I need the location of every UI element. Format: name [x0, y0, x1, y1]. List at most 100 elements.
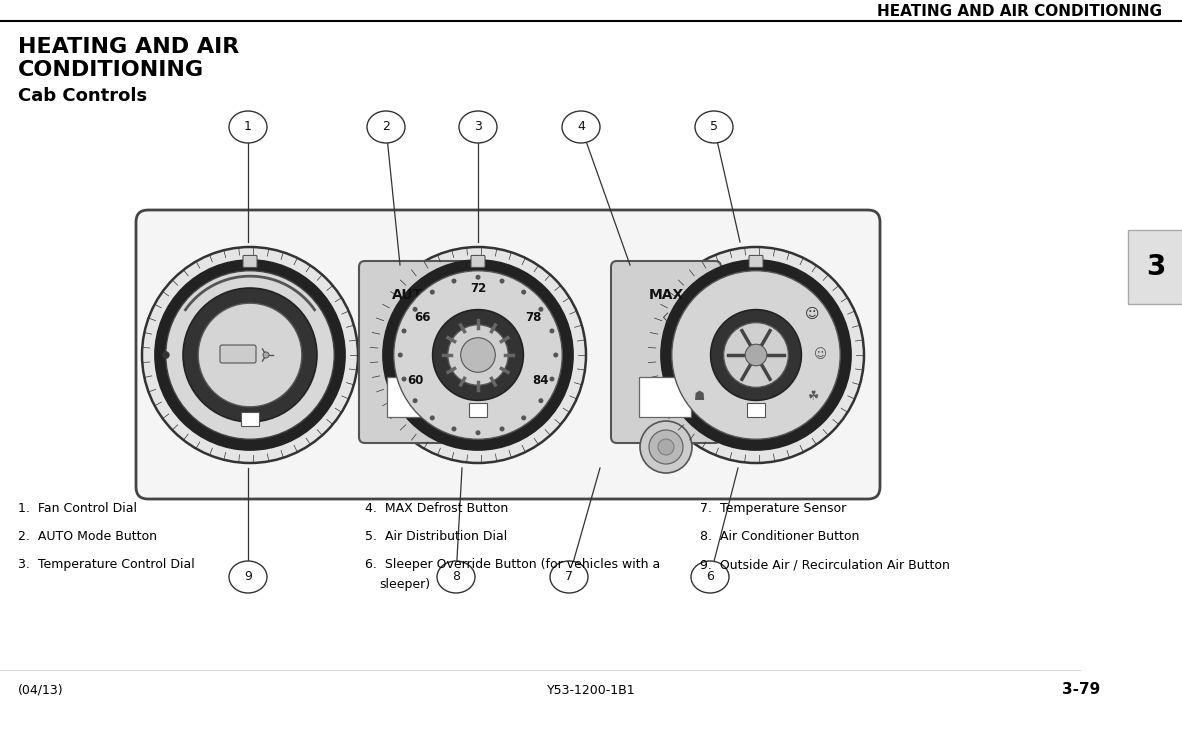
Circle shape: [397, 353, 403, 357]
Ellipse shape: [229, 561, 267, 593]
Ellipse shape: [459, 111, 496, 143]
Text: 3-79: 3-79: [1061, 682, 1100, 698]
Text: 8.  Air Conditioner Button: 8. Air Conditioner Button: [700, 530, 859, 543]
Text: HEATING AND AIR: HEATING AND AIR: [18, 37, 239, 57]
Text: 6: 6: [706, 570, 714, 583]
Text: 2: 2: [382, 121, 390, 133]
FancyBboxPatch shape: [469, 403, 487, 417]
Circle shape: [264, 352, 269, 358]
Text: 8: 8: [452, 570, 460, 583]
Circle shape: [413, 398, 417, 403]
Text: ☺: ☺: [814, 348, 827, 362]
Ellipse shape: [366, 111, 405, 143]
Circle shape: [521, 415, 526, 420]
Text: 3: 3: [474, 121, 482, 133]
Text: 3: 3: [1147, 253, 1165, 281]
Circle shape: [521, 290, 526, 294]
Text: 84: 84: [532, 373, 548, 386]
Circle shape: [500, 427, 505, 431]
Ellipse shape: [561, 111, 600, 143]
Text: ☇: ☇: [662, 313, 669, 326]
Circle shape: [710, 310, 801, 400]
Ellipse shape: [229, 111, 267, 143]
Circle shape: [430, 415, 435, 420]
Ellipse shape: [437, 561, 475, 593]
Ellipse shape: [695, 111, 733, 143]
Circle shape: [550, 329, 554, 334]
Circle shape: [550, 376, 554, 381]
Circle shape: [452, 427, 456, 431]
Text: 72: 72: [470, 282, 486, 294]
Ellipse shape: [550, 561, 587, 593]
Circle shape: [475, 430, 481, 436]
FancyBboxPatch shape: [470, 255, 485, 267]
Circle shape: [383, 260, 573, 450]
FancyBboxPatch shape: [749, 255, 764, 267]
Circle shape: [649, 430, 683, 464]
Circle shape: [155, 260, 345, 450]
Circle shape: [639, 421, 691, 473]
Text: 9.  Outside Air / Recirculation Air Button: 9. Outside Air / Recirculation Air Butto…: [700, 558, 950, 571]
Circle shape: [461, 337, 495, 373]
FancyBboxPatch shape: [359, 261, 469, 443]
Circle shape: [671, 271, 840, 439]
Text: 7.  Temperature Sensor: 7. Temperature Sensor: [700, 502, 846, 515]
Text: 6.  Sleeper Override Button (for vehicles with a: 6. Sleeper Override Button (for vehicles…: [365, 558, 661, 571]
Circle shape: [553, 353, 558, 357]
FancyBboxPatch shape: [241, 411, 259, 425]
Circle shape: [394, 271, 563, 439]
Text: 78: 78: [525, 311, 541, 324]
Text: 1.  Fan Control Dial: 1. Fan Control Dial: [18, 502, 137, 515]
Text: ☗: ☗: [694, 389, 706, 403]
Circle shape: [745, 344, 767, 366]
Circle shape: [475, 274, 481, 280]
Ellipse shape: [691, 561, 729, 593]
Circle shape: [539, 398, 544, 403]
Circle shape: [539, 307, 544, 312]
Text: Y53-1200-1B1: Y53-1200-1B1: [547, 684, 635, 697]
Text: 4: 4: [577, 121, 585, 133]
FancyBboxPatch shape: [387, 377, 439, 417]
Text: Cab Controls: Cab Controls: [18, 87, 147, 105]
Circle shape: [658, 439, 674, 455]
Text: 4.  MAX Defrost Button: 4. MAX Defrost Button: [365, 502, 508, 515]
Text: 5.  Air Distribution Dial: 5. Air Distribution Dial: [365, 530, 507, 543]
Text: 60: 60: [408, 373, 424, 386]
Text: sleeper): sleeper): [379, 578, 430, 591]
FancyBboxPatch shape: [611, 261, 721, 443]
Circle shape: [723, 323, 788, 387]
FancyBboxPatch shape: [639, 377, 691, 417]
Circle shape: [370, 247, 586, 463]
FancyBboxPatch shape: [1128, 230, 1182, 304]
Text: MAX: MAX: [649, 288, 683, 302]
Circle shape: [162, 351, 169, 359]
Text: 66: 66: [414, 311, 430, 324]
Text: HEATING AND AIR CONDITIONING: HEATING AND AIR CONDITIONING: [877, 4, 1162, 20]
FancyBboxPatch shape: [243, 255, 256, 267]
Text: (04/13): (04/13): [18, 684, 64, 697]
Circle shape: [648, 247, 864, 463]
Text: 2.  AUTO Mode Button: 2. AUTO Mode Button: [18, 530, 157, 543]
Text: ☘: ☘: [806, 389, 818, 403]
Text: 1: 1: [243, 121, 252, 133]
Circle shape: [500, 279, 505, 283]
Circle shape: [413, 307, 417, 312]
Circle shape: [142, 247, 358, 463]
Circle shape: [448, 325, 508, 385]
FancyBboxPatch shape: [747, 403, 765, 417]
Text: 9: 9: [243, 570, 252, 583]
Circle shape: [402, 376, 407, 381]
Text: CONDITIONING: CONDITIONING: [18, 60, 204, 80]
Text: ☺: ☺: [805, 307, 819, 321]
Circle shape: [430, 290, 435, 294]
Circle shape: [661, 260, 851, 450]
FancyBboxPatch shape: [136, 210, 881, 499]
Text: AUTO: AUTO: [392, 288, 435, 302]
Circle shape: [165, 271, 335, 439]
Text: 5: 5: [710, 121, 717, 133]
Circle shape: [433, 310, 524, 400]
Text: 7: 7: [565, 570, 573, 583]
Circle shape: [199, 303, 301, 407]
FancyBboxPatch shape: [220, 345, 256, 363]
Circle shape: [183, 288, 317, 422]
